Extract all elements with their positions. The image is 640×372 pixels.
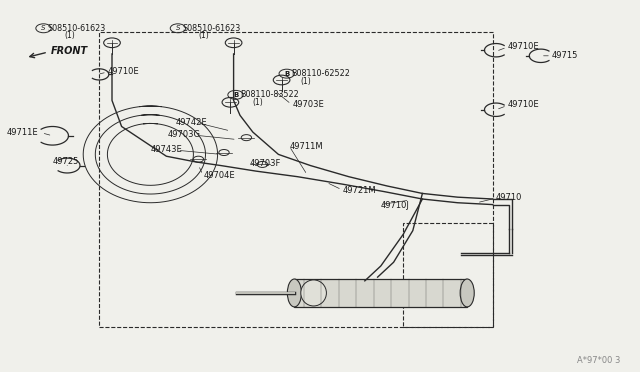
Text: 49743E: 49743E bbox=[150, 145, 182, 154]
Text: B08110-62522: B08110-62522 bbox=[291, 69, 350, 78]
Text: (1): (1) bbox=[301, 77, 312, 86]
Bar bbox=[403, 223, 493, 327]
Text: (1): (1) bbox=[64, 31, 75, 40]
Text: S: S bbox=[41, 25, 46, 31]
Text: 49710: 49710 bbox=[496, 193, 522, 202]
Text: B08110-83522: B08110-83522 bbox=[240, 90, 299, 99]
Text: 49715: 49715 bbox=[552, 51, 578, 60]
Text: 49711M: 49711M bbox=[289, 142, 323, 151]
Bar bbox=[99, 32, 493, 327]
Text: B: B bbox=[233, 92, 238, 98]
Text: S: S bbox=[175, 25, 180, 31]
Text: (1): (1) bbox=[198, 31, 209, 40]
Text: 49703F: 49703F bbox=[250, 159, 281, 168]
Ellipse shape bbox=[287, 279, 301, 307]
Text: A*97*00 3: A*97*00 3 bbox=[577, 356, 621, 365]
Text: 49704E: 49704E bbox=[204, 171, 235, 180]
Text: 49711E: 49711E bbox=[6, 128, 38, 137]
Text: 49710E: 49710E bbox=[508, 42, 539, 51]
Text: 49725: 49725 bbox=[52, 157, 79, 166]
Text: 49742E: 49742E bbox=[176, 118, 207, 126]
Text: S08510-61623: S08510-61623 bbox=[182, 24, 241, 33]
Text: FRONT: FRONT bbox=[51, 46, 88, 56]
Text: B: B bbox=[284, 71, 289, 77]
Text: 49710J: 49710J bbox=[381, 201, 410, 210]
Ellipse shape bbox=[460, 279, 474, 307]
Ellipse shape bbox=[301, 280, 326, 306]
Text: 49703E: 49703E bbox=[292, 100, 324, 109]
Text: (1): (1) bbox=[253, 98, 264, 107]
Text: S08510-61623: S08510-61623 bbox=[48, 24, 106, 33]
Text: 49721M: 49721M bbox=[342, 186, 376, 195]
Text: 49710E: 49710E bbox=[508, 100, 539, 109]
Bar bbox=[294, 279, 467, 307]
Text: 49703G: 49703G bbox=[168, 130, 201, 139]
Text: 49710E: 49710E bbox=[108, 67, 139, 76]
